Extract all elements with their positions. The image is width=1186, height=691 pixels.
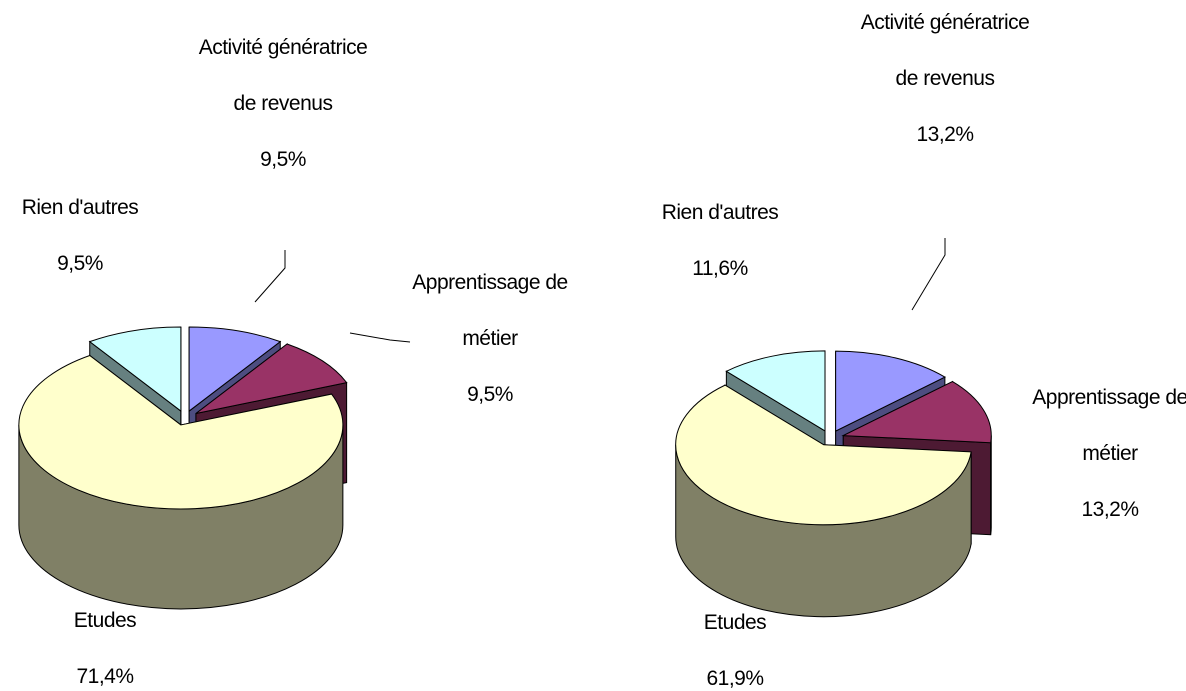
category-name: Rien d'autres <box>661 201 779 224</box>
slice-label: Etudes 71,4% <box>20 593 190 691</box>
slice <box>195 343 348 414</box>
slice <box>88 326 182 413</box>
category-name: Rien d'autres <box>21 196 139 219</box>
slice <box>675 384 972 526</box>
value-label: 9,5% <box>57 252 103 275</box>
value-label: 9,5% <box>260 148 306 171</box>
category-name: Apprentissage de métier <box>412 271 568 350</box>
slice-wall <box>990 435 992 535</box>
slice-label: Activité génératrice de revenus 9,5% <box>198 20 368 188</box>
value-label: 9,5% <box>467 383 513 406</box>
slice <box>841 381 992 444</box>
slice-label: Apprentissage de métier 13,2% <box>1025 370 1186 538</box>
slice <box>18 354 344 510</box>
value-label: 13,2% <box>916 123 974 146</box>
slice-label: Apprentissage de métier 9,5% <box>405 255 575 423</box>
value-label: 61,9% <box>706 667 764 690</box>
leader-line <box>911 238 946 311</box>
slice-label: Activité génératrice de revenus 13,2% <box>860 0 1030 163</box>
value-label: 11,6% <box>692 257 748 280</box>
category-name: Activité génératrice de revenus <box>860 11 1030 90</box>
slice <box>188 326 282 413</box>
value-label: 71,4% <box>76 665 134 688</box>
category-name: Etudes <box>703 611 767 634</box>
slice <box>835 350 946 432</box>
slice <box>725 350 826 432</box>
category-name: Etudes <box>73 609 137 632</box>
category-name: Apprentissage de métier <box>1032 386 1186 465</box>
leader-line <box>349 332 411 343</box>
leader-line <box>254 250 286 303</box>
slice-label: Rien d'autres 11,6% <box>635 185 805 297</box>
slice-label: Rien d'autres 9,5% <box>0 180 165 292</box>
category-name: Activité génératrice de revenus <box>198 36 368 115</box>
value-label: 13,2% <box>1081 498 1139 521</box>
slice-label: Etudes 61,9% <box>650 595 820 691</box>
